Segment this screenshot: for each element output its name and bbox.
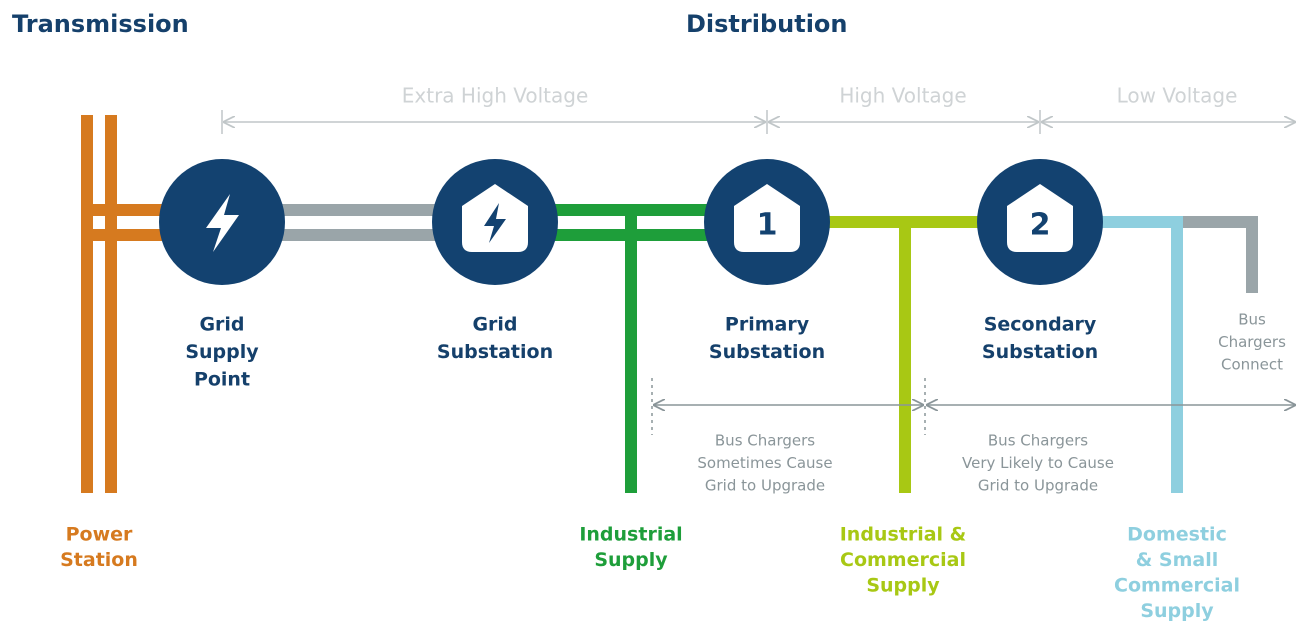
annotation: Bus Chargers (715, 432, 815, 450)
supply-label: Station (60, 549, 138, 571)
voltage-band: Extra High Voltage (402, 84, 589, 108)
supply-label: Supply (866, 575, 940, 597)
nodes (159, 159, 1103, 285)
annotation: Grid to Upgrade (705, 477, 825, 495)
node-label: Primary (725, 314, 810, 336)
voltage-band: Low Voltage (1117, 84, 1238, 108)
annotation: Connect (1221, 356, 1283, 374)
voltage-arrows (221, 110, 1296, 134)
node-label: Substation (709, 341, 825, 363)
supply-label: Commercial (840, 549, 966, 571)
header: Distribution (686, 10, 848, 38)
annotation: Chargers (1218, 333, 1286, 351)
annotation: Very Likely to Cause (962, 454, 1114, 472)
supply-label: & Small (1136, 549, 1219, 571)
supply-label: Supply (594, 549, 668, 571)
node-label: Substation (982, 341, 1098, 363)
node-number: 2 (1030, 208, 1051, 243)
annotation: Grid to Upgrade (978, 477, 1098, 495)
supply-label: Supply (1140, 600, 1214, 622)
annotation: Bus Chargers (988, 432, 1088, 450)
supply-label: Industrial (579, 524, 682, 546)
annotation: Sometimes Cause (697, 454, 832, 472)
node-label: Substation (437, 341, 553, 363)
supply-label: Industrial & (840, 524, 967, 546)
supply-label: Commercial (1114, 575, 1240, 597)
supply-label: Domestic (1127, 524, 1227, 546)
node-label: Supply (185, 341, 259, 363)
node-label: Grid (472, 314, 517, 336)
node-label: Secondary (984, 314, 1097, 336)
node-number: 1 (757, 208, 778, 243)
upgrade-arrows (651, 378, 1296, 435)
lines (81, 115, 1258, 493)
supply-label: Power (66, 524, 133, 546)
annotation: Bus (1238, 311, 1266, 329)
node-label: Grid (199, 314, 244, 336)
header: Transmission (12, 10, 189, 38)
node-label: Point (194, 369, 250, 391)
voltage-band: High Voltage (839, 84, 966, 108)
